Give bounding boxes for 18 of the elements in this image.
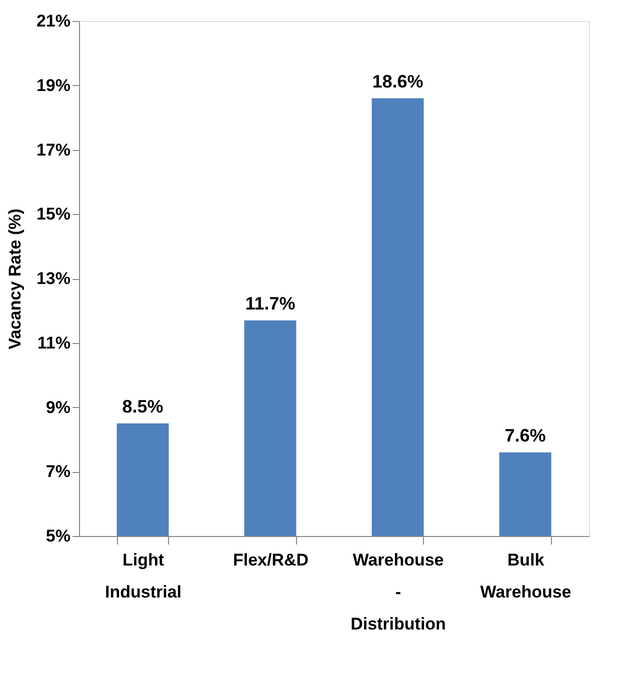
y-tick-label: 15%: [36, 204, 70, 224]
y-tick-label: 5%: [46, 526, 70, 546]
x-tick-label: Warehouse - Distribution: [350, 550, 446, 634]
y-tick-label: 9%: [46, 398, 70, 417]
x-tick-label: Flex/R&D: [232, 550, 309, 570]
data-label: 8.5%: [122, 396, 164, 416]
y-tick-label: 11%: [37, 333, 70, 352]
data-label: 18.6%: [372, 71, 424, 92]
y-tick-label: 13%: [36, 269, 70, 288]
y-tick-label: 7%: [46, 462, 70, 482]
y-tick-label: 19%: [36, 76, 70, 95]
x-tick-label: Bulk Warehouse: [480, 550, 572, 602]
y-tick-label: 17%: [36, 140, 70, 160]
data-label: 7.6%: [504, 425, 546, 446]
x-tick-label: Light Industrial: [104, 550, 182, 602]
data-label: 11.7%: [245, 293, 296, 314]
y-tick-label: 21%: [36, 12, 70, 30]
y-axis-title: Vacancy Rate (%): [5, 208, 24, 350]
